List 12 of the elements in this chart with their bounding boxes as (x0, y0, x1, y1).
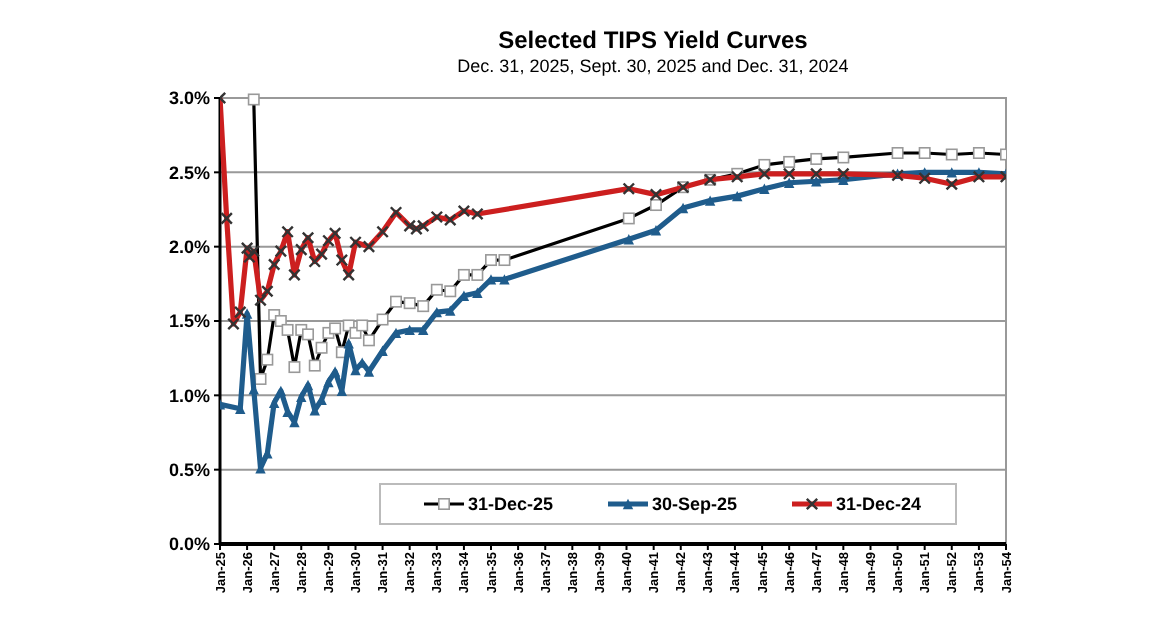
y-tick-label: 0.5% (168, 459, 210, 480)
legend-label: 30-Sep-25 (652, 494, 738, 515)
chart-subtitle: Dec. 31, 2025, Sept. 30, 2025 and Dec. 31, 2024 (457, 56, 849, 76)
y-tick-label: 2.5% (168, 162, 210, 183)
legend-label: 31-Dec-24 (836, 494, 922, 515)
y-tick-label: 1.5% (168, 311, 210, 332)
chart-title: Selected TIPS Yield Curves (498, 26, 809, 54)
y-tick-label: 3.0% (168, 88, 210, 109)
y-tick-label: 1.0% (168, 385, 210, 406)
y-tick-label: 0.0% (168, 534, 210, 555)
y-tick-label: 2.0% (168, 236, 210, 257)
legend-label: 31-Dec-25 (468, 494, 554, 515)
